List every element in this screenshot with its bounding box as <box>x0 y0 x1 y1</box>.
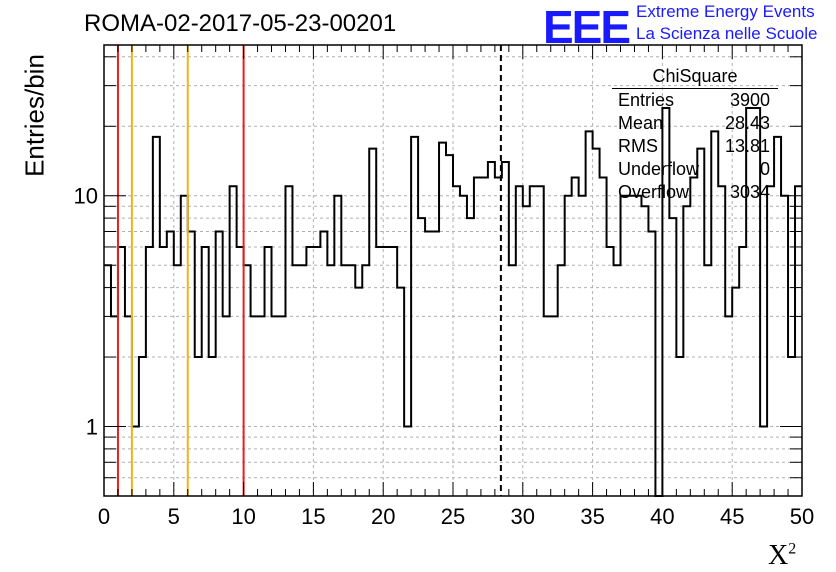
logo-line-2: La Scienza nelle Scuole <box>636 24 818 43</box>
stats-row: Mean 28.43 <box>618 113 770 133</box>
x-tick-label: 50 <box>790 504 814 529</box>
x-tick-label: 20 <box>371 504 395 529</box>
stats-row: RMS 13.81 <box>618 136 770 156</box>
x-tick-label: 25 <box>441 504 465 529</box>
stats-row: Entries 3900 <box>618 90 770 110</box>
x-tick-label: 10 <box>231 504 255 529</box>
x-tick-label: 15 <box>301 504 325 529</box>
stats-box: ChiSquare Entries 3900 Mean 28.43 RMS 13.81… <box>612 66 778 204</box>
x-tick-label: 5 <box>168 504 180 529</box>
logo-line-1: Extreme Energy Events <box>636 2 815 21</box>
stats-row: Overflow 3034 <box>618 182 770 202</box>
eee-logo: EEE <box>543 1 631 53</box>
x-tick-label: 0 <box>98 504 110 529</box>
histogram-series <box>104 107 802 497</box>
x-tick-label: 35 <box>580 504 604 529</box>
stats-header: ChiSquare <box>612 66 778 89</box>
x-axis-label: X2 <box>768 540 797 571</box>
x-tick-label: 45 <box>720 504 744 529</box>
plot-title: ROMA-02-2017-05-23-00201 <box>84 10 397 37</box>
y-axis-label: Entries/bin <box>19 54 50 177</box>
y-tick-label: 1 <box>86 415 98 440</box>
x-tick-label: 40 <box>650 504 674 529</box>
x-tick-label: 30 <box>511 504 535 529</box>
stats-row: Underflow 0 <box>618 159 770 179</box>
y-tick-label: 10 <box>74 184 98 209</box>
